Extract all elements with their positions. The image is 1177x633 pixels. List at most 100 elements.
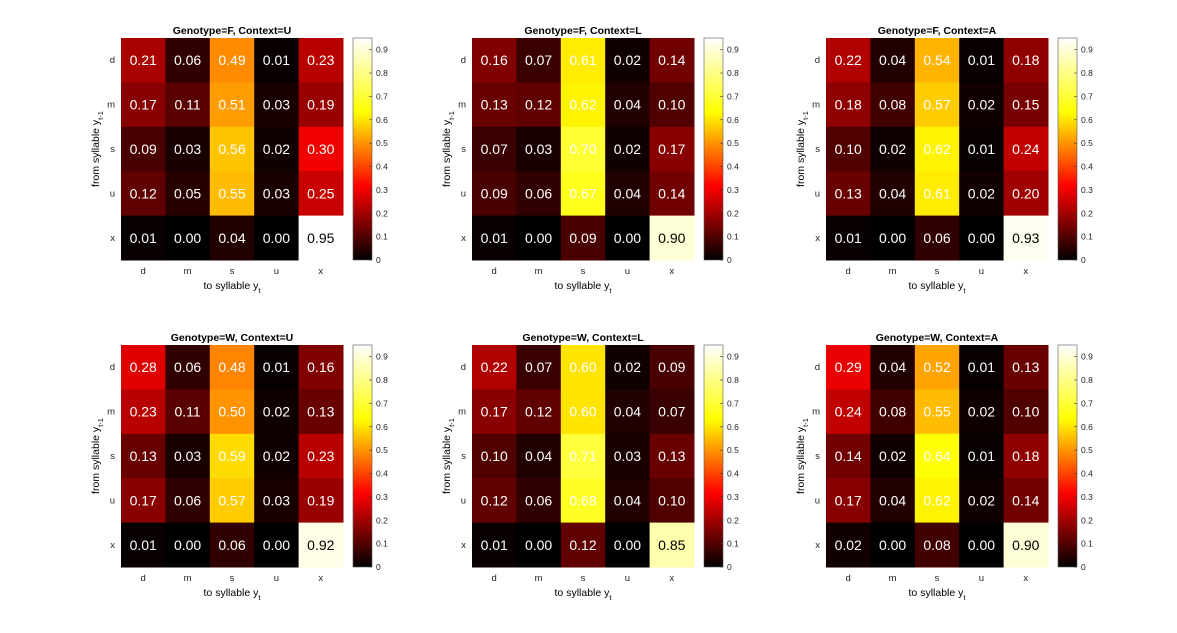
colorbar-tick-label: 0.5 bbox=[727, 138, 739, 148]
cell-value-label: 0.03 bbox=[614, 448, 641, 464]
heatmap-cell bbox=[298, 478, 344, 524]
heatmap-cell bbox=[1003, 126, 1049, 172]
colorbar-tick-label: 0.4 bbox=[1081, 162, 1093, 172]
colorbar-tick-label: 0.8 bbox=[727, 68, 739, 78]
heatmap-cell bbox=[516, 171, 562, 217]
y-tick-label: u bbox=[110, 188, 115, 199]
y-tick-label: u bbox=[461, 188, 466, 199]
colorbar bbox=[703, 37, 724, 261]
y-tick-label: s bbox=[461, 144, 466, 155]
panel-title: Genotype=W, Context=A bbox=[876, 332, 999, 344]
colorbar-tick-label: 0.2 bbox=[727, 515, 739, 525]
heatmap-cell bbox=[870, 215, 916, 261]
cell-value-label: 0.03 bbox=[263, 185, 290, 201]
y-tick-label: x bbox=[110, 540, 115, 551]
colorbar-tick-label: 0.6 bbox=[376, 422, 388, 432]
heatmap-cell bbox=[298, 389, 344, 435]
heatmap-panel: Genotype=W, Context=L0.22 0.07 0.60 0.02 0.0… bbox=[441, 332, 739, 602]
colorbar bbox=[352, 344, 373, 568]
panel-title: Genotype=W, Context=L bbox=[522, 332, 644, 344]
heatmap-cell bbox=[959, 478, 1005, 524]
cell-value-label: 0.28 bbox=[130, 359, 157, 375]
heatmap-cell bbox=[121, 82, 166, 128]
heatmap-panel: Genotype=F, Context=U 0.21 0.06 0.49 0.01 0.2… bbox=[90, 25, 388, 295]
x-axis-label: to syllable yt bbox=[909, 587, 967, 602]
cell-value-label: 0.68 bbox=[569, 492, 596, 508]
heatmap-cell bbox=[870, 171, 916, 217]
heatmap-cell bbox=[560, 345, 606, 390]
colorbar-tick-label: 0.2 bbox=[1081, 515, 1093, 525]
cell-value-label: 0.21 bbox=[130, 52, 157, 68]
cell-value-label: 0.12 bbox=[481, 492, 508, 508]
heatmap-cell bbox=[209, 433, 255, 479]
cell-value-label: 0.13 bbox=[130, 448, 157, 464]
heatmap-cell bbox=[165, 522, 211, 568]
cell-value-label: 0.02 bbox=[263, 448, 290, 464]
heatmap-cell bbox=[165, 126, 211, 172]
cell-value-label: 0.02 bbox=[879, 141, 906, 157]
colorbar-tick-label: 0.4 bbox=[727, 469, 739, 479]
cell-value-label: 0.12 bbox=[525, 97, 552, 113]
heatmap-cell bbox=[1003, 478, 1049, 524]
y-tick-label: m bbox=[812, 100, 820, 111]
colorbar-tick-label: 0.1 bbox=[1081, 539, 1093, 549]
cell-value-label: 0.06 bbox=[218, 537, 245, 553]
cell-value-label: 0.09 bbox=[130, 141, 157, 157]
heatmap-cell bbox=[1003, 171, 1049, 217]
heatmap-cell bbox=[121, 433, 166, 479]
cell-value-label: 0.01 bbox=[263, 52, 290, 68]
cell-value-label: 0.17 bbox=[130, 97, 157, 113]
y-tick-label: u bbox=[815, 188, 820, 199]
heatmap-cell bbox=[870, 389, 916, 435]
x-tick-label: s bbox=[230, 573, 235, 584]
heatmap-cell bbox=[914, 345, 960, 390]
y-tick-label: x bbox=[815, 233, 820, 244]
cell-value-label: 0.10 bbox=[481, 448, 508, 464]
heatmap-cell bbox=[254, 126, 300, 172]
y-tick-label: u bbox=[815, 495, 820, 506]
heatmap-cell bbox=[472, 171, 517, 217]
x-tick-label: m bbox=[184, 573, 192, 584]
colorbar-tick-label: 0.5 bbox=[727, 445, 739, 455]
x-tick-label: d bbox=[492, 573, 497, 584]
colorbar bbox=[1057, 37, 1078, 261]
heatmap-cell bbox=[472, 82, 517, 128]
cell-value-label: 0.64 bbox=[923, 448, 950, 464]
panel-title: Genotype=F, Context=U bbox=[173, 25, 291, 37]
cell-value-label: 0.00 bbox=[968, 230, 995, 246]
y-tick-label: s bbox=[815, 144, 820, 155]
heatmap-cell bbox=[826, 478, 871, 524]
heatmap-cell bbox=[472, 126, 517, 172]
cell-value-label: 0.01 bbox=[835, 230, 862, 246]
heatmap-cell bbox=[209, 82, 255, 128]
cell-value-label: 0.24 bbox=[835, 404, 862, 420]
cell-value-label: 0.00 bbox=[174, 230, 201, 246]
heatmap-cell bbox=[560, 171, 606, 217]
heatmap-cell bbox=[254, 345, 300, 390]
cell-value-label: 0.15 bbox=[1012, 97, 1039, 113]
colorbar-tick-label: 0.7 bbox=[376, 398, 388, 408]
heatmap-cell bbox=[605, 171, 651, 217]
cell-value-label: 0.01 bbox=[968, 448, 995, 464]
cell-value-label: 0.03 bbox=[174, 141, 201, 157]
cell-value-label: 0.05 bbox=[174, 185, 201, 201]
x-tick-label: s bbox=[935, 573, 940, 584]
x-tick-label: m bbox=[184, 266, 192, 277]
heatmap-cell bbox=[959, 433, 1005, 479]
cell-value-label: 0.70 bbox=[569, 141, 596, 157]
cell-value-label: 0.92 bbox=[307, 537, 334, 553]
colorbar bbox=[1057, 344, 1078, 568]
colorbar-tick-label: 0.6 bbox=[376, 115, 388, 125]
heatmap-cell bbox=[914, 389, 960, 435]
colorbar-tick-label: 0.2 bbox=[1081, 208, 1093, 218]
cell-value-label: 0.06 bbox=[174, 359, 201, 375]
cell-value-label: 0.55 bbox=[218, 185, 245, 201]
cell-value-label: 0.55 bbox=[923, 404, 950, 420]
y-tick-label: m bbox=[458, 100, 466, 111]
heatmap-cell bbox=[209, 522, 255, 568]
cell-value-label: 0.01 bbox=[130, 230, 157, 246]
cell-value-label: 0.04 bbox=[614, 97, 641, 113]
cell-value-label: 0.00 bbox=[174, 537, 201, 553]
heatmap-cell bbox=[298, 82, 344, 128]
